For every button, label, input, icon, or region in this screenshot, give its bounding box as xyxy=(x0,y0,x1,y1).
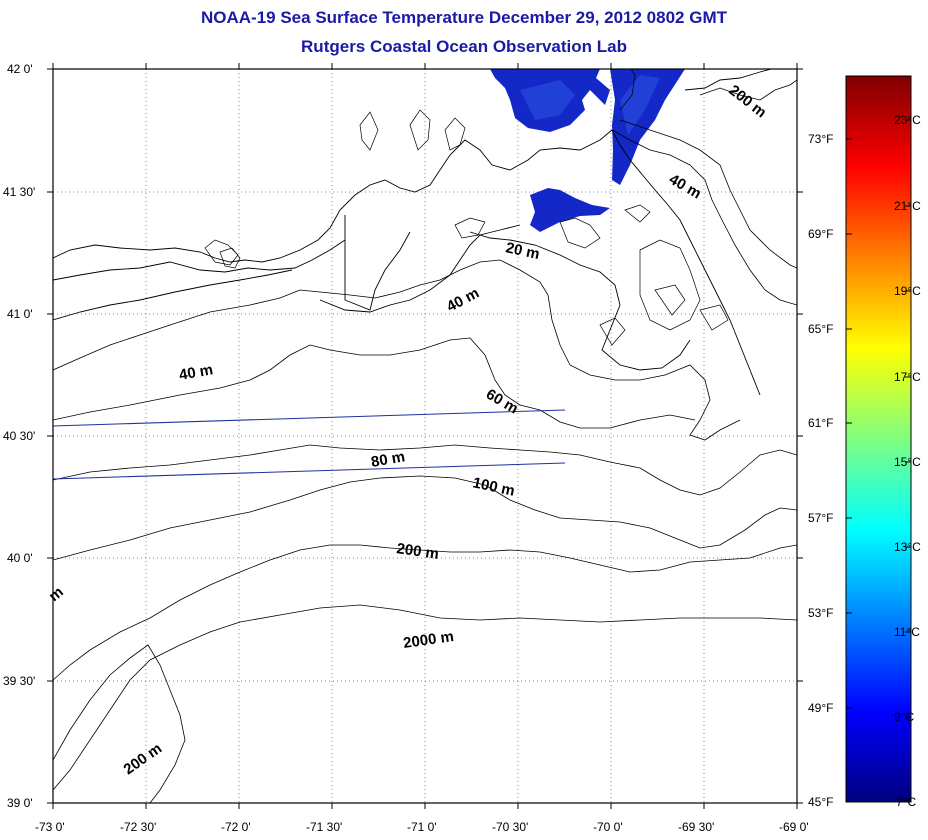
lat-label: 40 30' xyxy=(3,429,35,443)
sst-data-patches xyxy=(490,69,685,232)
lon-label: -72 30' xyxy=(120,820,156,834)
lat-label: 40 0' xyxy=(7,551,33,565)
celsius-label: 15°C xyxy=(894,455,921,469)
lon-label: -72 0' xyxy=(221,820,251,834)
axis-ticks xyxy=(47,63,803,809)
contour-labels: 200 m 40 m 20 m 40 m 40 m 60 m 80 m 100 … xyxy=(46,82,770,779)
lon-label: -71 0' xyxy=(407,820,437,834)
fahrenheit-label: 73°F xyxy=(808,132,833,146)
sst-highlights xyxy=(520,75,660,135)
lon-label: -71 30' xyxy=(306,820,342,834)
bathymetry-contours xyxy=(53,79,797,803)
fahrenheit-label: 69°F xyxy=(808,227,833,241)
colorbar xyxy=(845,75,912,803)
celsius-label: 9°C xyxy=(894,710,914,724)
map-subtitle: Rutgers Coastal Ocean Observation Lab xyxy=(301,37,627,56)
map-title: NOAA-19 Sea Surface Temperature December… xyxy=(201,8,727,27)
lat-label: 39 0' xyxy=(7,796,33,810)
lon-label: -69 0' xyxy=(779,820,809,834)
contour-label: 40 m xyxy=(666,171,704,203)
fahrenheit-label: 45°F xyxy=(808,795,833,809)
fahrenheit-label: 49°F xyxy=(808,701,833,715)
lon-label: -73 0' xyxy=(35,820,65,834)
colorbar-ticks xyxy=(846,119,911,718)
coastline xyxy=(53,69,773,396)
lon-label: -70 30' xyxy=(492,820,528,834)
celsius-label: 21°C xyxy=(894,199,921,213)
contour-label: 40 m xyxy=(178,361,215,384)
celsius-label: 7°C xyxy=(896,795,916,809)
lat-label: 41 0' xyxy=(7,307,33,321)
lon-label: -70 0' xyxy=(593,820,623,834)
contour-label: 80 m xyxy=(370,448,407,471)
celsius-label: 11°C xyxy=(894,625,920,639)
swath-lines xyxy=(53,409,566,480)
lat-label: 39 30' xyxy=(3,674,35,688)
fahrenheit-label: 61°F xyxy=(808,416,833,430)
contour-label: 20 m xyxy=(504,239,541,263)
colorbar-fahrenheit-labels: 73°F 69°F 65°F 61°F 57°F 53°F 49°F 45°F xyxy=(808,132,833,809)
contour-label: 40 m xyxy=(444,284,482,315)
celsius-label: 19°C xyxy=(894,284,921,298)
contour-label: 200 m xyxy=(121,740,166,778)
contour-label: 200 m xyxy=(726,82,770,122)
lon-label: -69 30' xyxy=(678,820,714,834)
celsius-label: 23°C xyxy=(894,113,921,127)
lat-label: 42 0' xyxy=(7,62,33,76)
celsius-label: 13°C xyxy=(894,540,921,554)
fahrenheit-label: 65°F xyxy=(808,322,833,336)
fahrenheit-label: 57°F xyxy=(808,511,833,525)
longitude-labels: -73 0' -72 30' -72 0' -71 30' -71 0' -70… xyxy=(35,820,809,834)
contour-label: 200 m xyxy=(395,540,439,563)
land-islands xyxy=(204,69,729,346)
contour-label: 100 m xyxy=(471,474,516,499)
colorbar-celsius-labels: 23°C 21°C 19°C 17°C 15°C 13°C 11°C 9°C 7… xyxy=(894,113,921,809)
contour-label: 2000 m xyxy=(402,628,455,652)
celsius-label: 17°C xyxy=(894,370,921,384)
lat-label: 41 30' xyxy=(3,185,35,199)
contour-label: m xyxy=(46,583,67,605)
latitude-labels: 42 0' 41 30' 41 0' 40 30' 40 0' 39 30' 3… xyxy=(3,62,35,810)
fahrenheit-label: 53°F xyxy=(808,606,833,620)
